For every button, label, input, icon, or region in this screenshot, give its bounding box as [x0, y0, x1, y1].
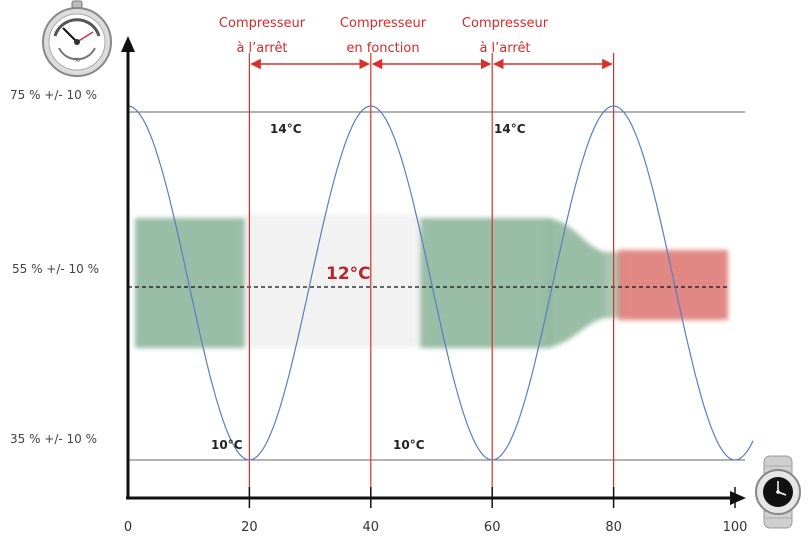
x-tick-label: 60	[484, 520, 501, 535]
bottle-neck	[605, 252, 620, 318]
temp-label-min-2: 10°C	[393, 438, 425, 452]
x-tick-label: 0	[124, 520, 132, 535]
wine-bottle-illustration	[135, 214, 728, 348]
x-tick-label: 100	[723, 520, 748, 535]
bottle-body-right	[420, 218, 550, 348]
svg-text:%: %	[74, 57, 80, 64]
phase-label-1-line1: Compresseur	[219, 16, 306, 31]
phase-label-3-line1: Compresseur	[462, 16, 549, 31]
bottle-shoulder	[548, 218, 605, 348]
phase-label-2-line2: en fonction	[346, 41, 419, 56]
bottle-label	[245, 214, 420, 348]
x-tick-label: 80	[605, 520, 622, 535]
phase-label-1-line2: à l’arrêt	[236, 41, 287, 56]
compressor-phase-markers	[248, 53, 615, 498]
phase-label-2-line1: Compresseur	[340, 16, 427, 31]
phase-label-3: Compresseur à l’arrêt	[462, 16, 549, 56]
x-tick-label: 40	[363, 520, 380, 535]
center-temperature-label: 12°C	[326, 264, 371, 284]
humidity-label-55: 55 % +/- 10 %	[12, 262, 99, 276]
temp-label-max-2: 14°C	[494, 122, 526, 136]
y-axis-arrowhead	[121, 36, 135, 52]
phase-label-2: Compresseur en fonction	[340, 16, 427, 56]
bottle-body-left	[135, 218, 245, 348]
hygrometer-icon: %	[42, 0, 112, 77]
temp-label-max-1: 14°C	[270, 122, 302, 136]
bottle-capsule	[618, 250, 728, 320]
x-axis-ticks: 0 20 40 60 80 100	[124, 487, 748, 535]
phase-label-1: Compresseur à l’arrêt	[219, 16, 306, 56]
x-axis-arrowhead	[730, 491, 746, 505]
phase-label-3-line2: à l’arrêt	[479, 41, 530, 56]
humidity-label-35: 35 % +/- 10 %	[10, 432, 97, 446]
x-tick-label: 20	[241, 520, 258, 535]
humidity-label-75: 75 % +/- 10 %	[10, 88, 97, 102]
temp-label-min-1: 10°C	[211, 438, 243, 452]
temperature-curve	[127, 105, 754, 461]
wristwatch-icon	[755, 455, 801, 529]
